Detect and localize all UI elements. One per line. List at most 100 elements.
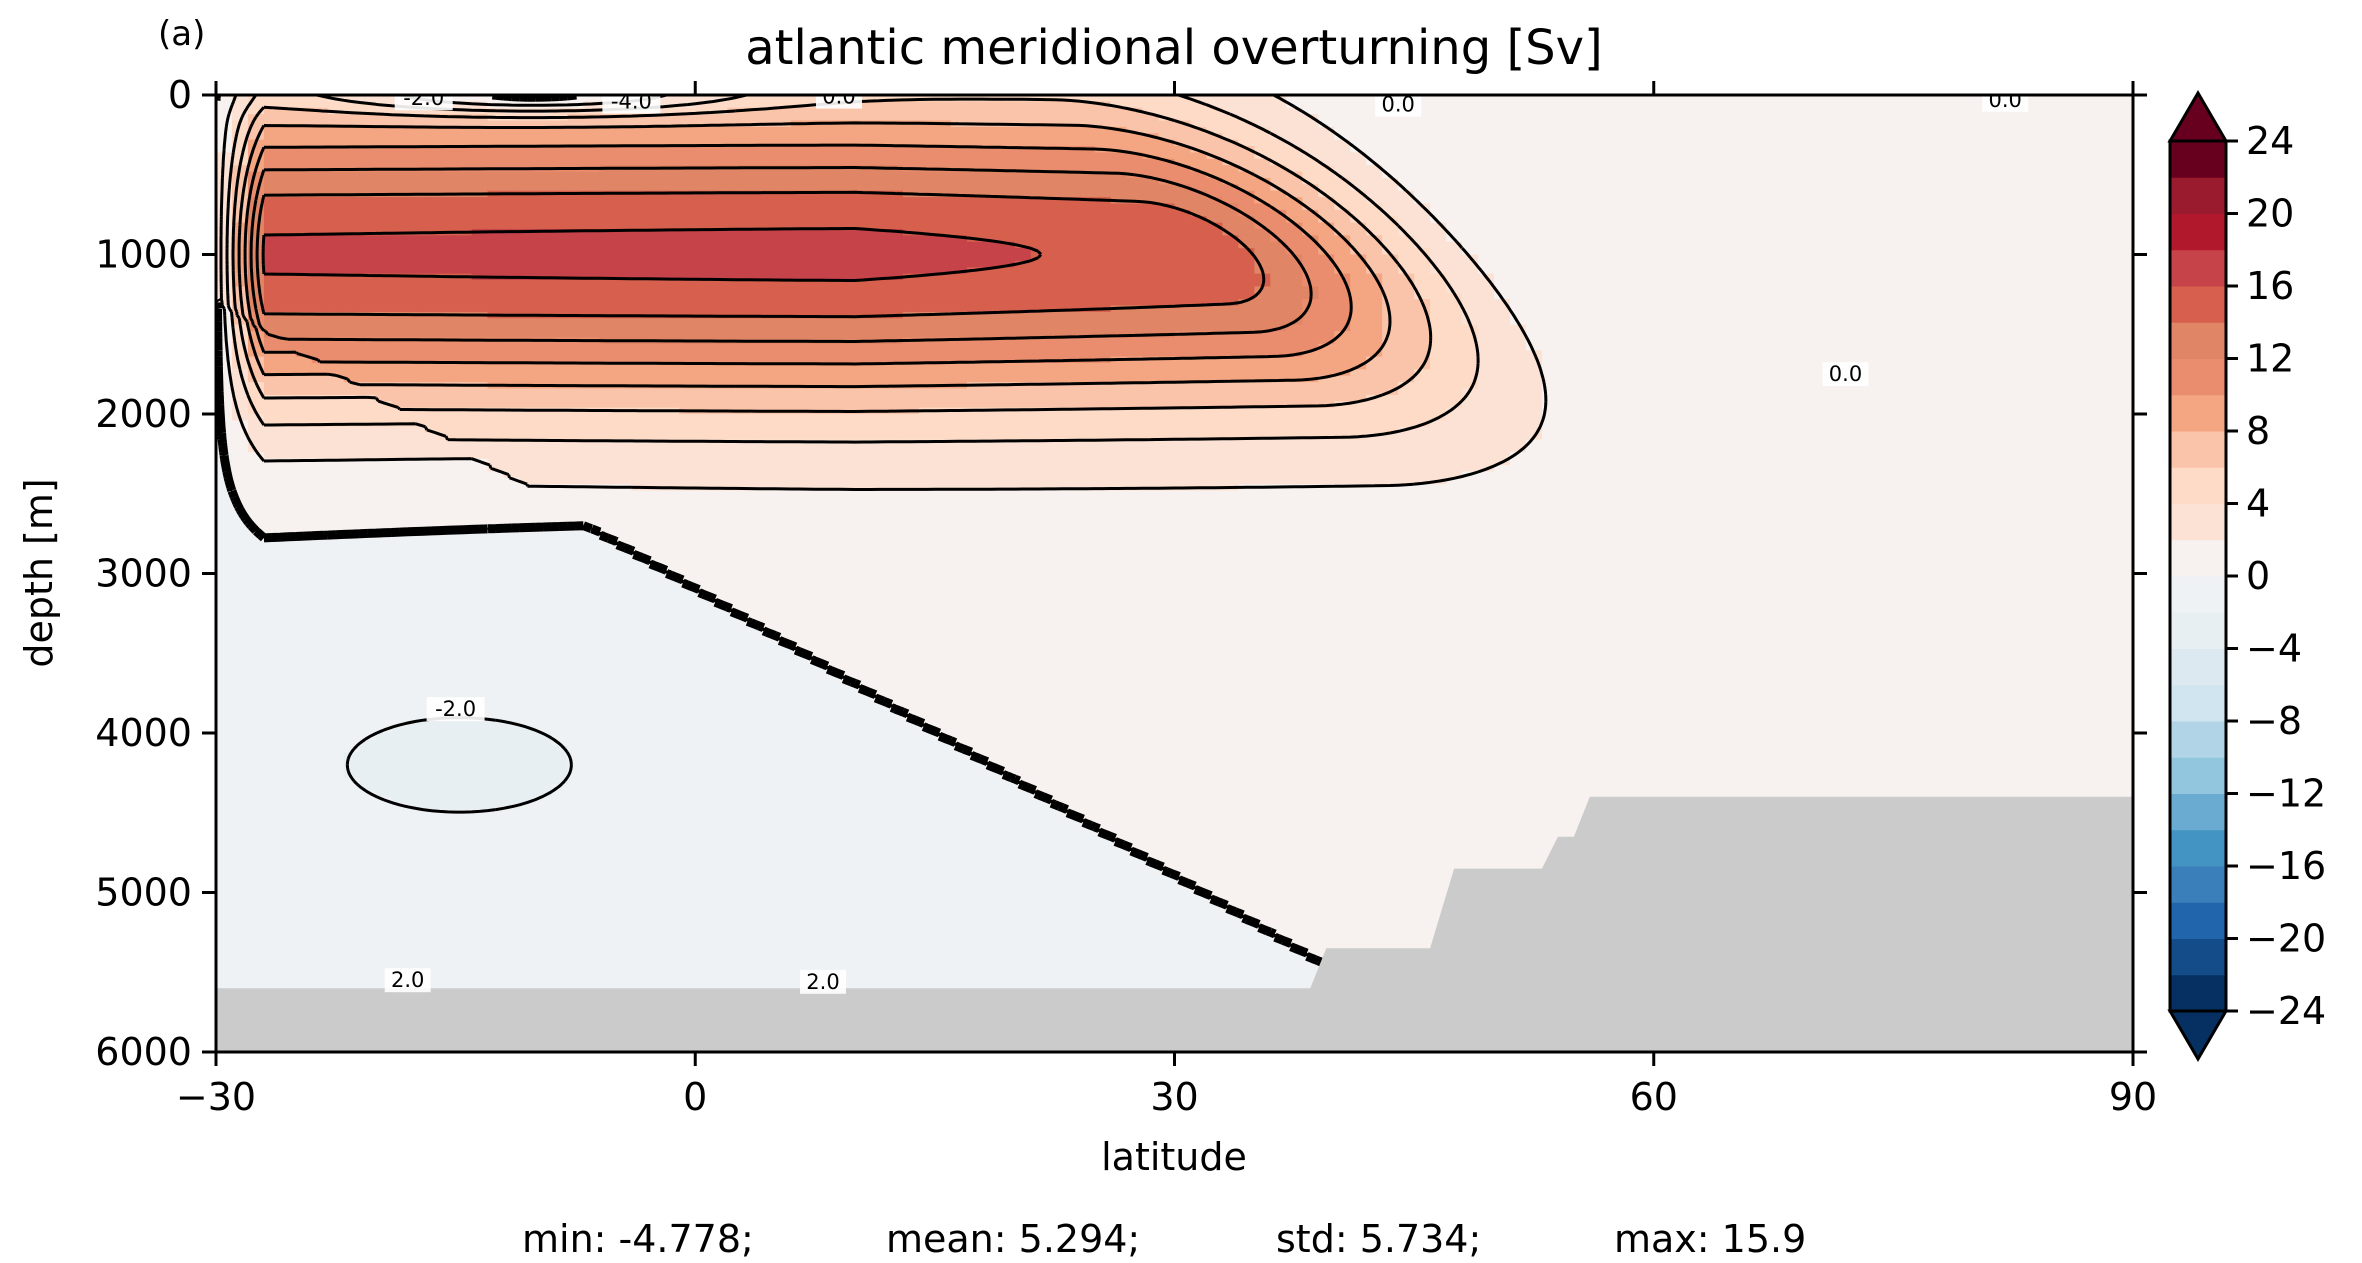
fill-cell [503, 643, 521, 651]
fill-cell [727, 886, 744, 894]
fill-cell [375, 886, 393, 894]
fill-cell [679, 560, 696, 568]
fill-cell [503, 694, 521, 702]
fill-cell [295, 222, 313, 230]
fill-cell [727, 299, 744, 307]
fill-cell [343, 969, 361, 977]
fill-cell [535, 796, 553, 804]
fill-cell [535, 209, 553, 217]
fill-cell [216, 522, 233, 530]
fill-cell [263, 471, 281, 479]
fill-cell [711, 260, 728, 268]
fill-cell [216, 369, 233, 377]
fill-cell [487, 784, 505, 792]
fill-cell [439, 930, 457, 938]
fill-cell [695, 771, 712, 779]
fill-cell [583, 375, 600, 383]
fill-cell [503, 975, 521, 983]
fill-cell [615, 905, 632, 913]
fill-cell [455, 624, 473, 632]
fill-cell [359, 656, 377, 664]
fill-cell [567, 592, 585, 600]
fill-cell [567, 822, 585, 830]
fill-cell [423, 535, 441, 543]
fill-cell [615, 835, 632, 843]
fill-cell [503, 394, 521, 402]
fill-cell [439, 650, 457, 658]
fill-cell [487, 745, 505, 753]
fill-cell [535, 956, 553, 964]
fill-cell [519, 924, 537, 932]
fill-cell [407, 822, 425, 830]
fill-cell [423, 586, 441, 594]
fill-cell [247, 860, 265, 868]
fill-cell [567, 433, 585, 441]
fill-cell [663, 586, 680, 594]
fill-cell [663, 458, 680, 466]
fill-cell [599, 490, 616, 498]
fill-cell [615, 918, 632, 925]
fill-cell [295, 713, 313, 721]
fill-cell [295, 267, 313, 275]
fill-cell [679, 866, 696, 874]
fill-cell [647, 260, 664, 268]
fill-cell [247, 784, 265, 792]
fill-cell [295, 981, 313, 989]
fill-cell [727, 567, 744, 575]
fill-cell [231, 835, 249, 843]
fill-cell [487, 828, 505, 836]
fill-cell [263, 739, 281, 747]
fill-cell [439, 477, 457, 485]
fill-cell [279, 235, 297, 243]
fill-cell [679, 292, 696, 300]
fill-cell [263, 860, 281, 868]
fill-cell [663, 516, 680, 524]
fill-cell [695, 394, 712, 402]
fill-cell [711, 879, 728, 887]
fill-cell [679, 331, 696, 339]
fill-cell [535, 860, 553, 868]
fill-cell [567, 426, 585, 434]
fill-cell [567, 509, 585, 517]
fill-cell [311, 235, 329, 243]
fill-cell [279, 771, 297, 779]
fill-cell [359, 605, 377, 613]
fill-cell [391, 350, 409, 358]
fill-cell [551, 541, 569, 549]
fill-cell [727, 254, 744, 262]
fill-cell [391, 439, 409, 447]
fill-cell [231, 681, 249, 689]
fill-cell [631, 318, 648, 326]
fill-cell [247, 937, 265, 945]
fill-cell [535, 790, 553, 798]
fill-cell [375, 260, 393, 268]
fill-cell [375, 809, 393, 817]
fill-cell [631, 835, 648, 843]
fill-cell [231, 426, 249, 434]
fill-cell [615, 158, 632, 166]
fill-cell [279, 382, 297, 390]
fill-cell [263, 892, 281, 900]
fill-cell [391, 452, 409, 460]
fill-cell [375, 835, 393, 843]
fill-cell [503, 605, 521, 613]
fill-cell [455, 139, 473, 147]
fill-cell [503, 503, 521, 511]
fill-cell [535, 184, 553, 192]
fill-cell [343, 343, 361, 351]
fill-cell [423, 841, 441, 849]
fill-cell [711, 496, 728, 504]
fill-cell [216, 547, 233, 555]
fill-cell [647, 248, 664, 256]
fill-cell [487, 305, 505, 313]
fill-cell [695, 669, 712, 677]
fill-cell [231, 579, 249, 587]
fill-cell [439, 937, 457, 945]
fill-cell [647, 611, 664, 619]
fill-cell [439, 892, 457, 900]
fill-cell [391, 713, 409, 721]
fill-cell [391, 254, 409, 262]
fill-cell [295, 260, 313, 268]
fill-cell [455, 688, 473, 696]
fill-cell [519, 809, 537, 817]
